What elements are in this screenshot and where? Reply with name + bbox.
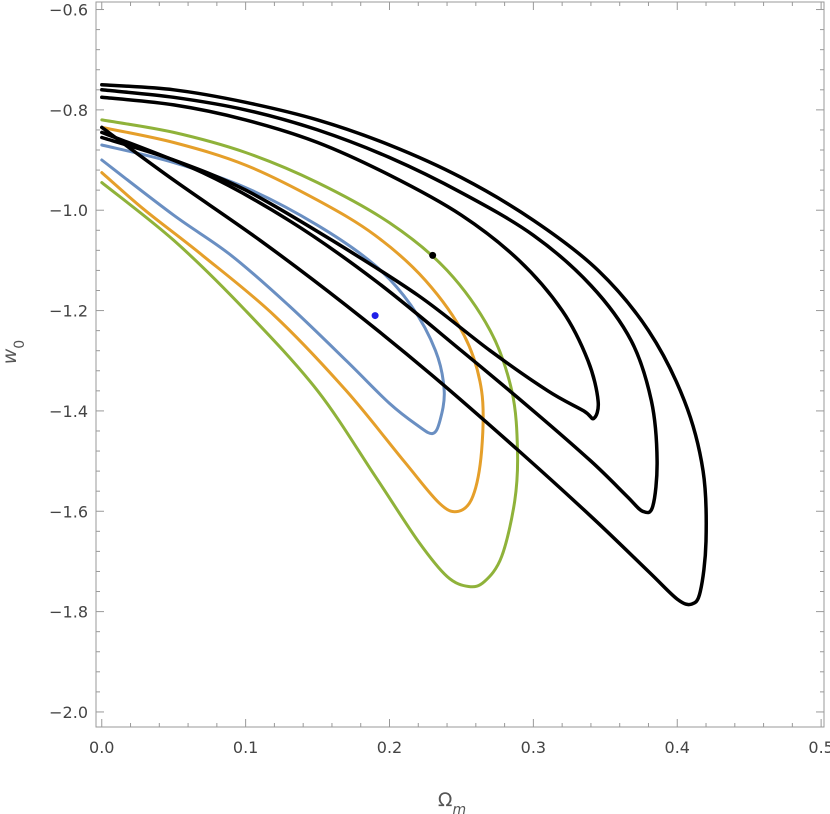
y-tick-label: −1.8 <box>49 603 88 622</box>
confidence-contours <box>100 83 709 607</box>
y-axis-label: w0 <box>0 340 28 364</box>
y-tick-label: −1.6 <box>49 502 88 521</box>
y-tick-label: −1.4 <box>49 402 88 421</box>
x-tick-label: 0.0 <box>89 738 114 757</box>
x-tick-label: 0.1 <box>233 738 258 757</box>
plot-frame <box>95 1 825 728</box>
contour-orange <box>100 125 485 514</box>
x-tick-label: 0.2 <box>377 738 402 757</box>
best-fit-point <box>429 251 437 259</box>
x-tick-label: 0.3 <box>521 738 546 757</box>
best-fit-point <box>371 312 379 320</box>
contour-green <box>100 118 520 589</box>
axis-ticks <box>96 2 824 727</box>
x-axis-label-main: Ω <box>438 789 453 811</box>
contour-black <box>100 95 601 421</box>
x-tick-label: 0.4 <box>665 738 690 757</box>
contour-blue <box>100 143 446 436</box>
x-axis-label-subscript: m <box>452 802 466 814</box>
y-tick-label: −1.0 <box>49 201 88 220</box>
y-tick-label: −0.6 <box>49 1 88 20</box>
y-tick-label: −2.0 <box>49 703 88 722</box>
y-tick-label: −0.8 <box>49 101 88 120</box>
y-tick-label: −1.2 <box>49 302 88 321</box>
y-axis-label-main: w <box>0 348 21 364</box>
contour-black <box>100 83 709 607</box>
best-fit-points <box>371 251 437 320</box>
x-tick-label: 0.5 <box>808 738 830 757</box>
x-axis-label: Ωm <box>438 789 466 814</box>
y-axis-label-subscript: 0 <box>12 340 28 349</box>
contour-black <box>100 88 659 515</box>
axis-tick-labels: 0.0 0.1 0.2 0.3 0.4 0.5 −2.0 −1.8 −1.6 −1.4 −1.2 −1… <box>49 1 830 757</box>
